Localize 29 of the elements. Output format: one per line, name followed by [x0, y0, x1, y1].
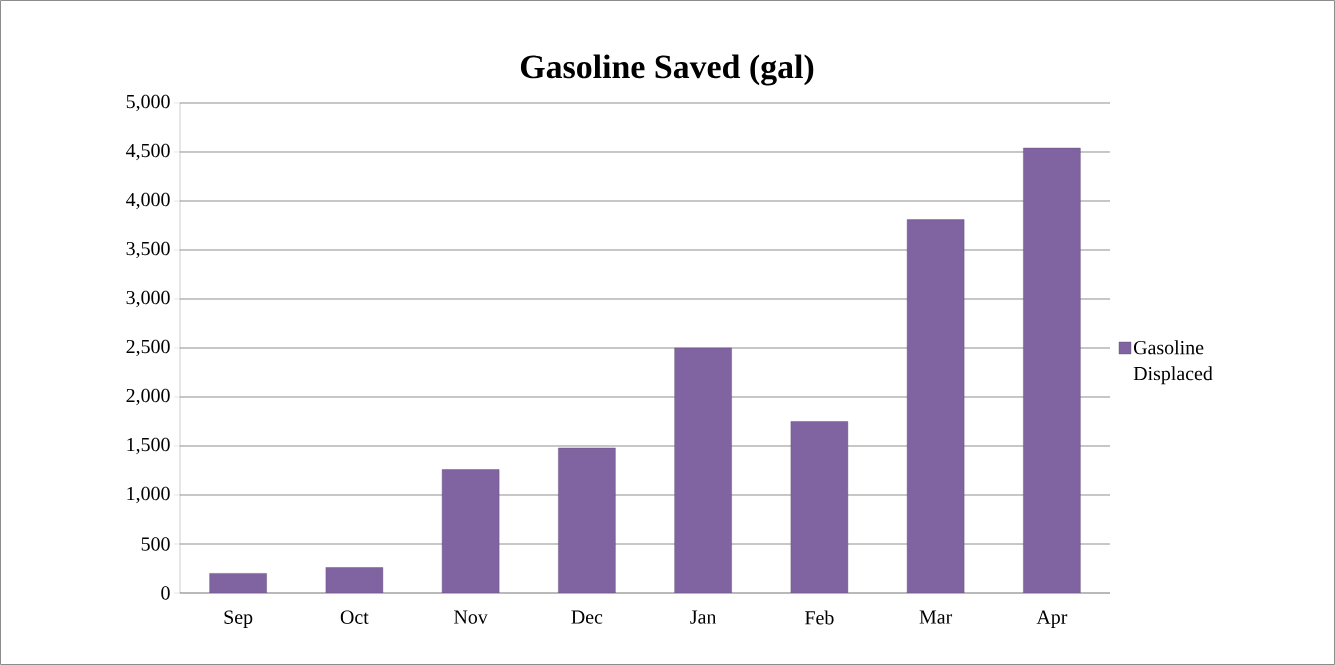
- bar: [558, 447, 616, 593]
- y-tick-label: 4,500: [126, 143, 170, 161]
- x-tick-label: Nov: [454, 610, 488, 624]
- bar: [209, 573, 267, 593]
- x-tick-label: Jan: [690, 610, 717, 624]
- x-tick-label: Dec: [571, 610, 603, 624]
- x-tick-label: Apr: [1036, 610, 1068, 628]
- y-tick-label: 3,500: [126, 241, 170, 259]
- bar: [790, 421, 849, 593]
- bar: [325, 567, 384, 593]
- y-tick-label: 2,000: [126, 388, 170, 406]
- x-tick-label: Oct: [340, 610, 369, 624]
- y-tick-label: 1,000: [127, 486, 170, 504]
- y-tick-label: 3,000: [126, 290, 170, 308]
- y-tick-label: 500: [141, 537, 170, 551]
- y-tick-label: 4,000: [126, 192, 170, 210]
- bar: [1023, 147, 1081, 593]
- y-tick-label: 0: [161, 586, 170, 600]
- x-tick-label: Sep: [224, 610, 253, 628]
- y-tick-label: 2,500: [126, 339, 170, 357]
- chart-title: Gasoline Saved (gal): [520, 54, 814, 86]
- legend-label: Gasoline Displaced: [1133, 340, 1213, 385]
- bar: [906, 219, 965, 593]
- bar: [441, 469, 500, 593]
- x-tick-label: Feb: [805, 610, 834, 625]
- bar: [674, 347, 732, 593]
- y-tick-label: 1,500: [127, 437, 170, 455]
- x-tick-label: Mar: [919, 610, 953, 624]
- y-tick-label: 5,000: [126, 94, 170, 112]
